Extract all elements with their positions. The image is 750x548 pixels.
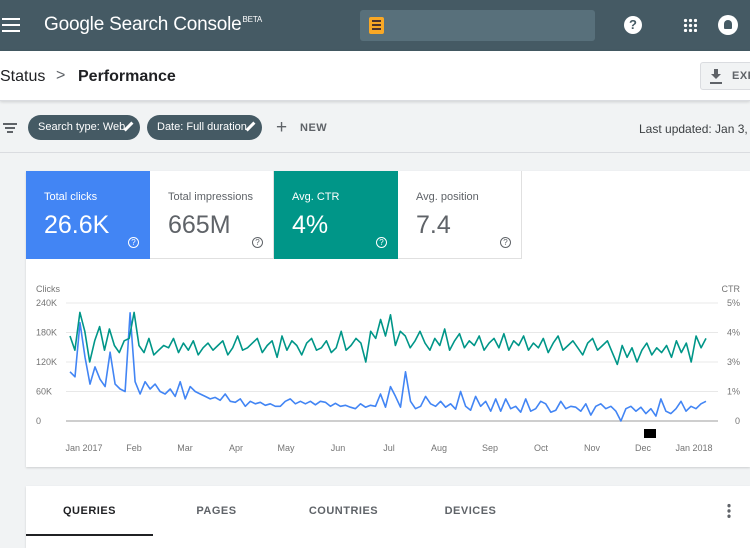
breadcrumb: Status > Performance EXP — [0, 51, 750, 101]
date-chip[interactable]: Date: Full duration — [147, 115, 262, 140]
metric-label: Total clicks — [44, 191, 98, 203]
annotation-flag-icon[interactable] — [644, 429, 656, 438]
x-tick-label: Jun — [331, 443, 346, 453]
dimension-tabs-card: QUERIES PAGES COUNTRIES DEVICES — [26, 486, 750, 548]
y2-tick-label: 5% — [727, 298, 740, 308]
y-tick-label: 120K — [36, 357, 57, 367]
y-tick-label: 60K — [36, 387, 52, 397]
metric-label: Avg. position — [416, 191, 479, 203]
metric-label: Total impressions — [168, 191, 253, 203]
y2-tick-label: 3% — [727, 357, 740, 367]
export-button[interactable]: EXP — [700, 62, 750, 90]
search-type-chip-label: Search type: Web — [38, 121, 126, 133]
x-tick-label: Dec — [635, 443, 652, 453]
tab-queries[interactable]: QUERIES — [26, 486, 153, 536]
metric-total-clicks[interactable]: Total clicks 26.6K ? — [26, 171, 150, 259]
x-tick-label: Sep — [482, 443, 498, 453]
chevron-right-icon: > — [56, 67, 66, 84]
notifications-icon[interactable] — [718, 15, 738, 35]
beta-badge: BETA — [242, 15, 263, 24]
apps-grid-icon[interactable] — [683, 18, 697, 32]
metric-avg-ctr[interactable]: Avg. CTR 4% ? — [274, 171, 398, 259]
series-line-ctr — [69, 311, 707, 366]
last-updated-text: Last updated: Jan 3, — [639, 122, 748, 136]
performance-chart[interactable]: 240K 5% 180K 4% 120K 3% 60K 1% 0 0 Clicks CTR Jan 20… — [26, 281, 750, 456]
x-tick-label: Nov — [584, 443, 601, 453]
y-tick-label: 0 — [36, 416, 41, 426]
page-title: Performance — [78, 68, 176, 85]
metric-value: 26.6K — [44, 211, 110, 239]
y2-tick-label: 1% — [727, 387, 740, 397]
y-axis-label: Clicks — [36, 284, 60, 294]
date-chip-label: Date: Full duration — [157, 121, 247, 133]
performance-card: Total clicks 26.6K ? Total impressions 6… — [26, 171, 750, 467]
x-tick-label: Jan 2018 — [675, 443, 712, 453]
x-tick-label: Jan 2017 — [65, 443, 102, 453]
metric-value: 4% — [292, 211, 329, 239]
plus-icon: + — [276, 117, 288, 138]
y2-axis-label: CTR — [722, 284, 741, 294]
x-tick-label: Aug — [431, 443, 447, 453]
y-tick-label: 180K — [36, 328, 57, 338]
download-icon-base — [710, 82, 722, 84]
help-icon[interactable]: ? — [624, 16, 642, 34]
edit-icon — [245, 122, 255, 132]
x-tick-label: Apr — [229, 443, 243, 453]
help-icon[interactable]: ? — [128, 237, 139, 248]
property-icon — [369, 17, 384, 34]
app-title: Google Search Console — [44, 14, 242, 35]
x-tick-label: Feb — [126, 443, 142, 453]
metric-total-impressions[interactable]: Total impressions 665M ? — [150, 171, 274, 259]
metric-value: 7.4 — [416, 211, 451, 239]
x-tick-label: Oct — [534, 443, 549, 453]
metric-value: 665M — [168, 211, 231, 239]
filter-bar: Search type: Web Date: Full duration + N… — [0, 103, 750, 153]
more-options-icon[interactable] — [726, 503, 732, 519]
x-tick-label: Mar — [177, 443, 193, 453]
x-tick-label: May — [277, 443, 295, 453]
metric-label: Avg. CTR — [292, 191, 340, 203]
filter-icon[interactable] — [3, 123, 17, 133]
y2-tick-label: 0 — [735, 416, 740, 426]
x-tick-label: Jul — [383, 443, 395, 453]
app-logo[interactable]: Google Search ConsoleBETA — [44, 14, 262, 36]
metric-avg-position[interactable]: Avg. position 7.4 ? — [398, 171, 522, 259]
property-selector[interactable] — [360, 10, 595, 41]
download-icon — [710, 69, 722, 83]
series-line-clicks — [69, 311, 707, 422]
breadcrumb-status-link[interactable]: Status — [0, 68, 46, 85]
help-icon[interactable]: ? — [252, 237, 263, 248]
y2-tick-label: 4% — [727, 328, 740, 338]
edit-icon — [123, 122, 133, 132]
help-icon[interactable]: ? — [376, 237, 387, 248]
help-icon[interactable]: ? — [500, 237, 511, 248]
tab-countries[interactable]: COUNTRIES — [308, 505, 379, 517]
export-label: EXP — [732, 70, 750, 82]
new-filter-label: NEW — [300, 122, 328, 134]
tab-pages[interactable]: PAGES — [196, 505, 237, 517]
search-type-chip[interactable]: Search type: Web — [28, 115, 140, 140]
top-app-bar: Google Search ConsoleBETA ? — [0, 0, 750, 51]
tab-devices[interactable]: DEVICES — [444, 505, 497, 517]
menu-icon[interactable] — [2, 15, 20, 35]
y-tick-label: 240K — [36, 298, 57, 308]
